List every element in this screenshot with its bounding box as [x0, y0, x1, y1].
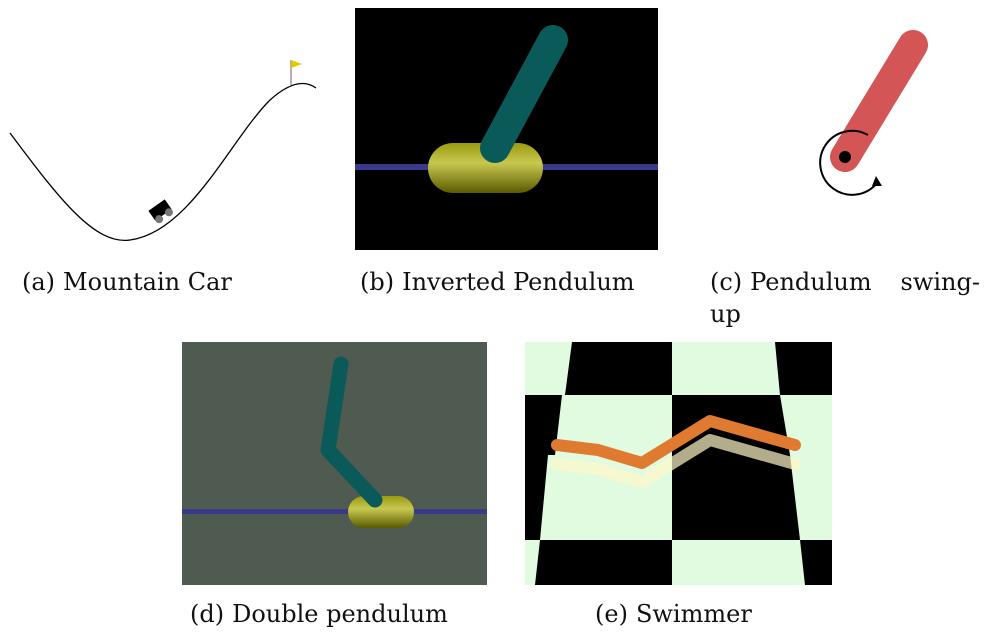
- caption: (d) Double pendulum: [190, 598, 500, 630]
- caption-label: (d): [190, 600, 224, 628]
- caption-label: (b): [360, 268, 394, 296]
- pendulum-image: [820, 45, 913, 195]
- caption-text: Mountain Car: [63, 268, 232, 296]
- swimmer-image: [525, 342, 832, 585]
- caption-text: Inverted Pendulum: [402, 268, 634, 296]
- caption: (e) Swimmer: [595, 598, 845, 630]
- caption-label: (a): [22, 268, 55, 296]
- mountain-car-image: [10, 60, 316, 240]
- inverted-pendulum-image: [355, 8, 658, 250]
- caption: (c)Pendulum swing-up: [710, 266, 980, 330]
- caption-text: Swimmer: [636, 600, 752, 628]
- double-pendulum-image: [182, 342, 487, 585]
- caption: (a) Mountain Car: [22, 266, 322, 298]
- figure: (a) Mountain Car (b) Inverted Pendulum (c)…: [0, 0, 1006, 637]
- caption-text: Pendulum swing-up: [710, 268, 980, 328]
- caption-label: (c): [710, 268, 742, 296]
- caption-label: (e): [595, 600, 628, 628]
- caption-text: Double pendulum: [232, 600, 448, 628]
- caption: (b) Inverted Pendulum: [360, 266, 690, 298]
